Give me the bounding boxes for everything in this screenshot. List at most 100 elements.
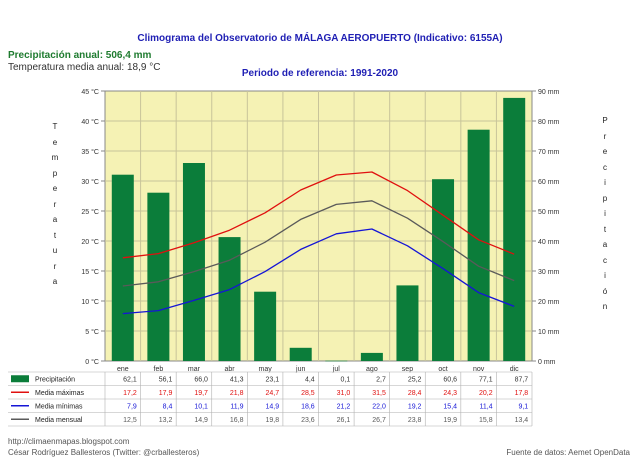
x-tick-label-feb: feb (154, 366, 164, 373)
table-value-mar: 19,7 (194, 390, 208, 397)
table-value-mar: 14,9 (194, 417, 208, 424)
y-tick-label-right: 50 mm (538, 209, 560, 216)
table-value-nov: 77,1 (479, 376, 493, 383)
table-value-ene: 12,5 (123, 417, 137, 424)
y-axis-label-right-letter-3: c (603, 162, 607, 172)
table-value-sep: 19,2 (408, 403, 422, 410)
table-value-abr: 41,3 (230, 376, 244, 383)
x-tick-label-sep: sep (402, 366, 413, 373)
y-axis-label-left-letter-1: e (52, 137, 58, 147)
precipitation-bar-mar (182, 163, 205, 361)
y-tick-label-left: 30 °C (81, 178, 99, 186)
y-tick-label-right: 0 mm (538, 359, 556, 366)
y-axis-label-left-letter-10: a (52, 277, 58, 286)
table-value-jul: 26,1 (337, 417, 351, 424)
precipitation-bar-feb (147, 192, 170, 361)
table-value-feb: 56,1 (159, 376, 173, 383)
precipitation-bar-dic (503, 97, 526, 362)
x-tick-label-ene: ene (117, 366, 129, 373)
table-value-dic: 9,1 (518, 403, 528, 410)
table-value-sep: 28,4 (408, 390, 422, 397)
y-tick-label-right: 70 mm (538, 149, 560, 156)
y-axis-label-right-letter-10: i (604, 271, 606, 280)
y-axis-label-left-letter-9: r (53, 261, 57, 271)
chart-title: Climograma del Observatorio de MÁLAGA AE… (137, 33, 503, 44)
table-value-may: 19,8 (266, 417, 280, 424)
table-value-oct: 24,3 (443, 390, 457, 397)
annual-precipitation: Precipitación anual: 506,4 mm (8, 50, 152, 61)
y-tick-label-left: 40 °C (81, 118, 99, 126)
table-value-nov: 15,8 (479, 417, 493, 424)
y-tick-label-left: 10 °C (81, 298, 99, 306)
x-tick-label-ago: ago (366, 366, 378, 373)
footer-author: César Rodríguez Ballesteros (Twitter: @c… (8, 448, 200, 457)
table-value-mar: 66,0 (194, 376, 208, 383)
y-axis-label-right-letter-2: e (602, 147, 608, 156)
table-value-mar: 10,1 (194, 403, 208, 410)
chart-subtitle: Periodo de referencia: 1991-2020 (241, 68, 399, 79)
table-value-abr: 16,8 (230, 417, 244, 424)
table-value-may: 14,9 (266, 403, 280, 410)
y-axis-label-left-letter-5: r (53, 199, 57, 209)
y-axis-label-right-letter-11: ó (602, 286, 608, 296)
x-tick-label-jul: jul (332, 366, 340, 373)
table-value-jun: 28,5 (301, 390, 315, 397)
y-axis-label-right-letter-5: p (602, 193, 608, 203)
y-tick-label-right: 80 mm (538, 119, 560, 126)
table-value-sep: 23,8 (408, 417, 422, 424)
table-value-abr: 21,8 (230, 390, 244, 397)
y-axis-label-left-letter-2: m (51, 153, 59, 162)
x-tick-label-mar: mar (188, 366, 201, 373)
table-value-oct: 60,6 (443, 376, 457, 383)
table-value-feb: 13,2 (159, 417, 173, 424)
x-tick-label-oct: oct (438, 366, 447, 373)
precipitation-bar-may (254, 291, 277, 361)
x-tick-label-abr: abr (224, 366, 235, 373)
precipitation-bar-nov (467, 129, 490, 361)
legend-label: Media mensual (35, 417, 83, 424)
precipitation-bar-oct (432, 179, 455, 361)
series-line-media-mensual (122, 200, 515, 287)
y-axis-label-right-letter-12: n (602, 302, 608, 311)
y-axis-label-right-letter-9: c (603, 255, 607, 265)
table-value-jun: 23,6 (301, 417, 315, 424)
y-axis-label-left-letter-3: p (52, 168, 58, 178)
table-value-oct: 15,4 (443, 403, 457, 410)
footer-url: http://climaenmapas.blogspot.com (8, 437, 130, 446)
y-tick-label-right: 90 mm (538, 89, 560, 96)
table-value-may: 23,1 (266, 376, 280, 383)
table-value-ago: 26,7 (372, 417, 386, 424)
legend-label: Media máximas (35, 390, 85, 397)
table-value-jul: 31,0 (337, 390, 351, 397)
y-tick-label-right: 60 mm (538, 179, 560, 186)
y-tick-label-left: 25 °C (81, 208, 99, 216)
table-value-jun: 4,4 (305, 376, 315, 383)
table-value-nov: 11,4 (480, 403, 493, 410)
precipitation-bar-sep (396, 285, 419, 361)
y-axis-label-left-letter-8: u (52, 246, 58, 255)
y-tick-label-left: 20 °C (81, 238, 99, 246)
y-tick-label-right: 20 mm (538, 299, 560, 306)
table-value-may: 24,7 (266, 390, 280, 397)
annual-mean-temperature: Temperatura media anual: 18,9 °C (8, 62, 161, 73)
y-axis-label-left-letter-4: e (52, 184, 58, 193)
series-line-media-m-nimas (122, 228, 515, 315)
table-value-jun: 18,6 (301, 403, 315, 410)
table-value-jul: 0,1 (341, 376, 351, 383)
x-tick-label-nov: nov (473, 366, 485, 373)
y-axis-label-left-letter-6: a (52, 215, 58, 224)
precipitation-bar-jun (289, 347, 312, 361)
table-value-feb: 8,4 (163, 403, 173, 410)
table-value-ene: 7,9 (127, 403, 137, 410)
table-value-ene: 62,1 (123, 376, 137, 383)
y-axis-label-right-letter-1: r (603, 131, 607, 141)
precipitation-bar-ago (360, 352, 383, 361)
table-value-nov: 20,2 (479, 390, 493, 397)
y-tick-label-right: 30 mm (538, 269, 560, 276)
y-tick-label-left: 0 °C (85, 358, 99, 366)
y-tick-label-left: 45 °C (81, 88, 99, 96)
table-value-dic: 87,7 (515, 376, 529, 383)
table-value-feb: 17,9 (159, 390, 173, 397)
y-tick-label-left: 35 °C (81, 148, 99, 156)
